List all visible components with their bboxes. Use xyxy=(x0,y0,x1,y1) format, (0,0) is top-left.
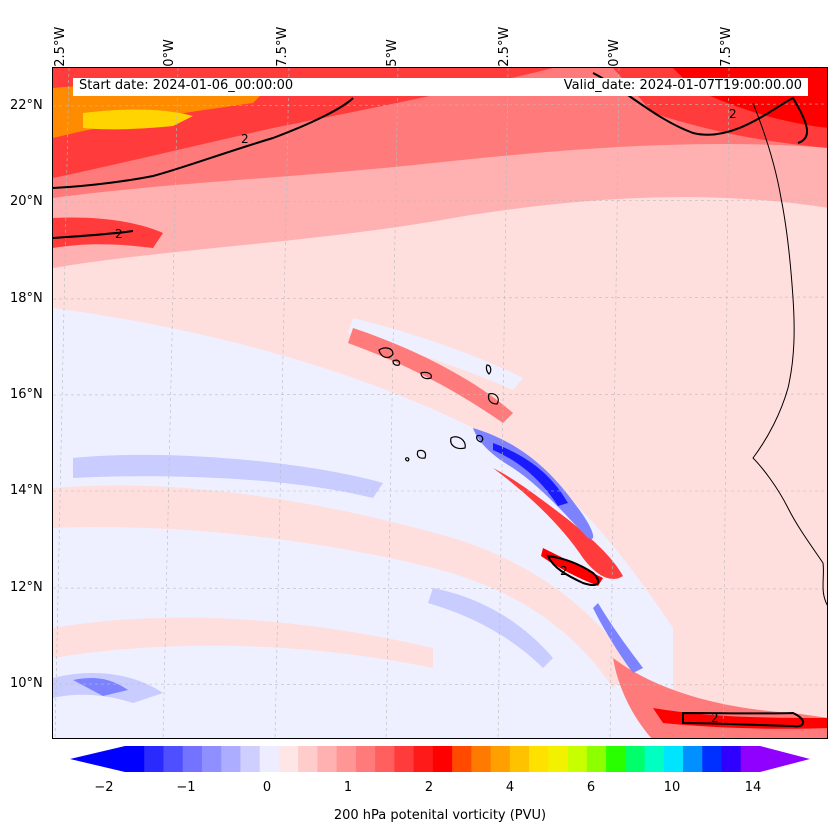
lat-label-20N: 20°N xyxy=(10,194,43,209)
pale-red-band-2 xyxy=(53,617,433,668)
colorbar-cell xyxy=(663,746,684,772)
colorbar-cell xyxy=(509,746,530,772)
colorbar-cell xyxy=(567,746,588,772)
contour-label-4: 2 xyxy=(560,564,568,578)
colorbar-cell xyxy=(721,746,742,772)
blue-streak-south xyxy=(593,603,643,673)
colorbar-tick-neg1: −1 xyxy=(176,780,196,795)
colorbar-cell xyxy=(394,746,415,772)
colorbar xyxy=(70,746,810,772)
colorbar-cell xyxy=(548,746,569,772)
colorbar-right-arrow xyxy=(760,746,810,772)
blue-band xyxy=(473,428,594,539)
colorbar-cell xyxy=(355,746,376,772)
colorbar-cell xyxy=(278,746,299,772)
colorbar-cell xyxy=(586,746,607,772)
contour-south xyxy=(682,711,805,728)
deep-blue-core xyxy=(493,443,568,506)
colorbar-cell xyxy=(317,746,338,772)
colorbar-tick-0: 0 xyxy=(262,780,272,795)
colorbar-cell xyxy=(144,746,164,772)
colorbar-cell xyxy=(702,746,723,772)
red-streak-1 xyxy=(348,328,513,423)
graticule xyxy=(53,68,827,738)
colorbar-tick-10: 10 xyxy=(663,780,681,795)
lat-label-16N: 16°N xyxy=(10,387,43,402)
colorbar-tick-14: 14 xyxy=(744,780,762,795)
colorbar-cell xyxy=(375,746,395,772)
colorbar-cell xyxy=(644,746,665,772)
colorbar-cell xyxy=(240,746,261,772)
colorbar-cell xyxy=(201,746,222,772)
colorbar-cell xyxy=(413,746,434,772)
pv2-contours xyxy=(53,72,808,728)
colorbar-cell xyxy=(471,746,492,772)
lat-label-22N: 22°N xyxy=(10,98,43,113)
valid-date-label: Valid_date: 2024-01-07T19:00:00.00 xyxy=(563,78,802,93)
colorbar-tick-1: 1 xyxy=(343,780,353,795)
colorbar-cell xyxy=(298,746,318,772)
colorbar-cell xyxy=(606,746,626,772)
pale-blue-streak xyxy=(348,318,523,390)
lat-label-18N: 18°N xyxy=(10,291,43,306)
blue-streak-1 xyxy=(73,454,383,498)
colorbar-cell xyxy=(182,746,203,772)
contour-north xyxy=(53,97,354,189)
colorbar-tick-4: 4 xyxy=(505,780,515,795)
colorbar-cell xyxy=(221,746,241,772)
colorbar-left-arrow xyxy=(70,746,125,772)
pv-map: 2 2 2 2 2 Start date: 2024-01-06_00:00:0… xyxy=(52,67,828,739)
colorbar-cell xyxy=(625,746,646,772)
contour-label-2: 2 xyxy=(115,227,123,241)
coastline xyxy=(752,102,827,606)
colorbar-cell xyxy=(125,746,145,772)
colorbar-cells xyxy=(125,746,761,772)
colorbar-cell xyxy=(163,746,184,772)
colorbar-cell xyxy=(452,746,472,772)
red-streak-2 xyxy=(493,468,623,579)
yellow-core xyxy=(83,109,193,130)
date-info-bar: Start date: 2024-01-06_00:00:00 Valid_da… xyxy=(73,78,808,96)
colorbar-cell xyxy=(336,746,357,772)
lat-label-14N: 14°N xyxy=(10,483,43,498)
cape-verde-islands xyxy=(378,347,499,462)
contour-label-3: 2 xyxy=(729,107,737,121)
colorbar-cell xyxy=(529,746,549,772)
pale-red-band xyxy=(53,485,633,688)
colorbar-tick-6: 6 xyxy=(586,780,596,795)
blue-streak-3 xyxy=(428,588,553,668)
contour-center xyxy=(546,554,600,586)
blue-core-sw xyxy=(73,678,128,696)
colorbar-cell xyxy=(259,746,280,772)
colorbar-cell xyxy=(683,746,703,772)
colorbar-cell xyxy=(432,746,453,772)
colorbar-tick-2: 2 xyxy=(424,780,434,795)
colorbar-title: 200 hPa potenital vorticity (PVU) xyxy=(333,808,547,823)
colorbar-tick-neg2: −2 xyxy=(94,780,114,795)
start-date-label: Start date: 2024-01-06_00:00:00 xyxy=(79,78,294,93)
red-tongue xyxy=(53,217,163,248)
colorbar-cell xyxy=(740,746,761,772)
contour-northeast xyxy=(592,72,808,144)
pv-field: 2 2 2 2 2 xyxy=(53,68,827,738)
contour-label-1: 2 xyxy=(241,132,249,146)
contour-label-5: 2 xyxy=(711,711,719,725)
lat-label-10N: 10°N xyxy=(10,676,43,691)
colorbar-cell xyxy=(490,746,511,772)
lat-label-12N: 12°N xyxy=(10,580,43,595)
contour-west xyxy=(53,230,134,239)
